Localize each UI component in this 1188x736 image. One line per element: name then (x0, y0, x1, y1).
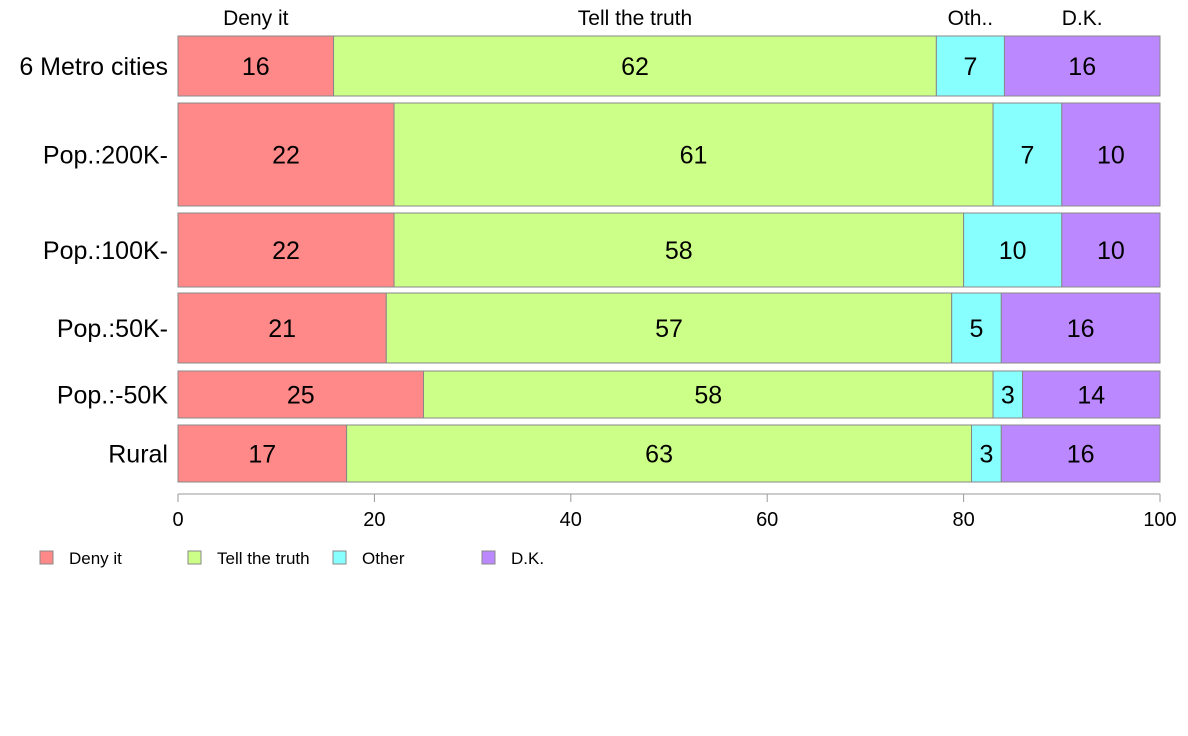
bar-segment (1000, 424, 1161, 483)
data-label: 25 (287, 382, 315, 410)
data-label: 10 (999, 237, 1027, 265)
category-label: Pop.:100K- (43, 237, 168, 265)
data-label: 57 (655, 315, 683, 343)
legend-label: D.K. (511, 549, 544, 568)
data-label: 22 (272, 142, 300, 170)
bar-segment (935, 35, 1005, 97)
column-header: Deny it (223, 7, 289, 30)
bar-segment (177, 35, 335, 97)
bar-segment (177, 370, 424, 419)
x-tick-label: 100 (1143, 509, 1176, 531)
column-header: D.K. (1062, 7, 1103, 30)
bar-segment (333, 35, 937, 97)
bar-segment (177, 292, 387, 364)
bar-segment (393, 212, 965, 288)
x-tick-label: 60 (756, 509, 778, 531)
bar-segment (971, 424, 1002, 483)
bars-group: 16 62 7 16 22 61 7 10 22 58 10 10 21 57 5 16 25 58 3 14 17 63… (177, 35, 1161, 483)
data-label: 58 (665, 237, 693, 265)
legend: Deny it Tell the truth Other D.K. (39, 549, 544, 568)
x-axis: 0 20 40 60 80 100 (172, 493, 1177, 531)
data-label: 17 (248, 441, 276, 469)
data-label: 16 (242, 53, 270, 81)
legend-label: Tell the truth (217, 549, 310, 568)
category-label: Pop.:50K- (57, 315, 168, 343)
data-label: 21 (268, 315, 296, 343)
data-label: 14 (1077, 382, 1105, 410)
data-label: 10 (1097, 142, 1125, 170)
legend-swatch (481, 550, 496, 565)
data-label: 58 (694, 382, 722, 410)
bar-segment (385, 292, 953, 364)
bar-segment (1003, 35, 1161, 97)
bar-segment (177, 212, 395, 288)
legend-label: Deny it (69, 549, 122, 568)
x-tick-label: 0 (172, 509, 183, 531)
legend-swatch (39, 550, 54, 565)
bar-segment (1061, 102, 1161, 207)
bar-segment (423, 370, 994, 419)
data-label: 16 (1067, 315, 1095, 343)
bar-segment (177, 424, 348, 483)
data-label: 61 (680, 142, 708, 170)
bar-segment (393, 102, 994, 207)
bar-segment (1022, 370, 1161, 419)
data-label: 3 (979, 441, 993, 469)
data-label: 62 (621, 53, 649, 81)
column-headers: Deny it Tell the truth Oth.. D.K. (223, 7, 1103, 30)
data-label: 7 (1020, 142, 1034, 170)
legend-label: Other (362, 549, 405, 568)
bar-segment (992, 102, 1063, 207)
data-label: 16 (1067, 441, 1095, 469)
bar-segment (1061, 212, 1161, 288)
category-labels: 6 Metro cities Pop.:200K- Pop.:100K- Pop.:5… (19, 53, 168, 469)
data-label: 16 (1068, 53, 1096, 81)
data-label: 10 (1097, 237, 1125, 265)
data-label: 5 (970, 315, 984, 343)
column-header: Tell the truth (578, 7, 692, 30)
data-label: 63 (645, 441, 673, 469)
category-label: Pop.:-50K (57, 382, 169, 410)
category-label: Rural (108, 441, 168, 469)
category-label: Pop.:200K- (43, 142, 168, 170)
bar-segment (346, 424, 973, 483)
data-label: 7 (963, 53, 977, 81)
category-label: 6 Metro cities (19, 53, 168, 81)
x-tick-label: 80 (952, 509, 974, 531)
data-label: 3 (1001, 382, 1015, 410)
x-tick-label: 20 (363, 509, 385, 531)
bar-segment (992, 370, 1024, 419)
column-header: Oth.. (948, 7, 994, 30)
x-tick-label: 40 (560, 509, 582, 531)
bar-segment (1000, 292, 1161, 364)
bar-segment (177, 102, 395, 207)
legend-swatch (332, 550, 347, 565)
legend-swatch (187, 550, 202, 565)
data-label: 22 (272, 237, 300, 265)
